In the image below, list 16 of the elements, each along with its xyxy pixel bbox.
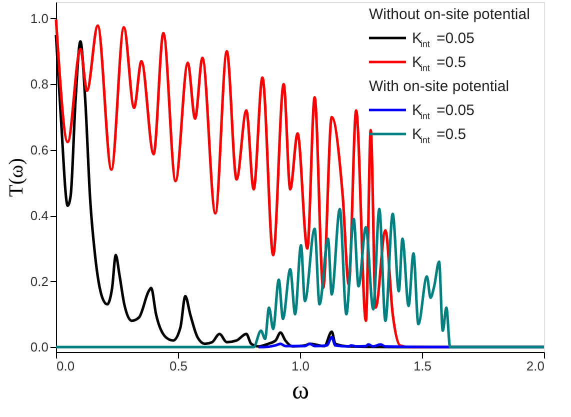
y-tick-label: 0.2 <box>30 274 48 289</box>
y-tick-label: 1.0 <box>30 10 48 26</box>
annotation: With on-site potential <box>369 78 510 95</box>
y-tick-label: 0.8 <box>30 76 48 92</box>
x-tick-label: 0.5 <box>169 358 188 374</box>
x-tick-label: 1.0 <box>291 358 310 374</box>
y-tick-label: 0.0 <box>30 340 48 355</box>
x-tick-label: 1.5 <box>413 358 432 374</box>
x-tick-label: 2.0 <box>526 358 544 374</box>
annotation: Without on-site potential <box>369 6 530 23</box>
y-tick-label: 0.4 <box>30 208 48 224</box>
x-tick-label: 0.0 <box>56 358 75 374</box>
y-axis-title: T(ω) <box>5 158 28 197</box>
line-series <box>54 208 546 348</box>
y-tick-label: 0.6 <box>30 142 48 158</box>
x-axis-title: ω <box>292 376 310 404</box>
